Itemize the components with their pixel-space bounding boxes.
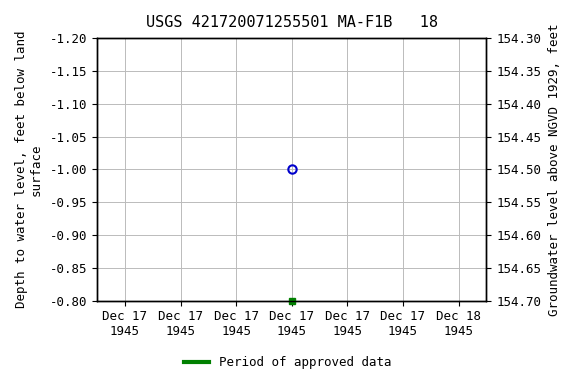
Title: USGS 421720071255501 MA-F1B   18: USGS 421720071255501 MA-F1B 18 [146,15,438,30]
Y-axis label: Depth to water level, feet below land
surface: Depth to water level, feet below land su… [15,31,43,308]
Y-axis label: Groundwater level above NGVD 1929, feet: Groundwater level above NGVD 1929, feet [548,23,561,316]
Legend: Period of approved data: Period of approved data [179,351,397,374]
